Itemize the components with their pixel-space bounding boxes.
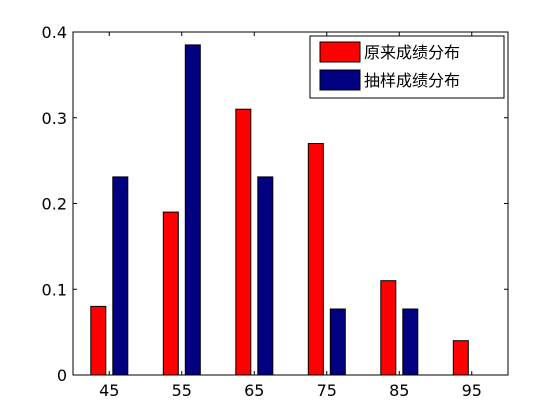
bar-series-1-55 [162,211,179,376]
y-tick-label: 0.2 [42,195,67,214]
x-tick-label: 55 [172,381,192,400]
x-tick-label: 45 [99,381,119,400]
bar-series-2-45 [112,176,129,376]
x-axis: 45 55 65 75 85 95 [99,32,482,400]
y-tick-label: 0.3 [42,109,67,128]
bar-series-1-75 [307,143,324,376]
bars-group [90,44,469,376]
bar-series-1-95 [452,340,469,376]
y-axis: 0 0.1 0.2 0.3 0.4 [42,23,508,385]
legend-label-2: 抽样成绩分布 [364,71,460,90]
bar-series-2-75 [329,308,346,376]
x-tick-label: 75 [317,381,337,400]
y-tick-label: 0.4 [42,23,67,42]
bar-series-2-55 [184,44,201,376]
y-tick-label: 0 [57,366,67,385]
x-tick-label: 65 [244,381,264,400]
x-tick-label: 95 [462,381,482,400]
legend-swatch-1 [319,41,361,63]
y-tick-label: 0.1 [42,280,67,299]
bar-series-1-85 [380,280,397,376]
x-tick-label: 85 [389,381,409,400]
bar-series-1-65 [235,108,252,376]
legend-swatch-2 [319,69,361,91]
bar-series-2-85 [402,308,419,376]
bar-series-1-45 [90,305,107,376]
bar-series-2-65 [257,176,274,376]
legend-label-1: 原来成绩分布 [364,43,460,62]
